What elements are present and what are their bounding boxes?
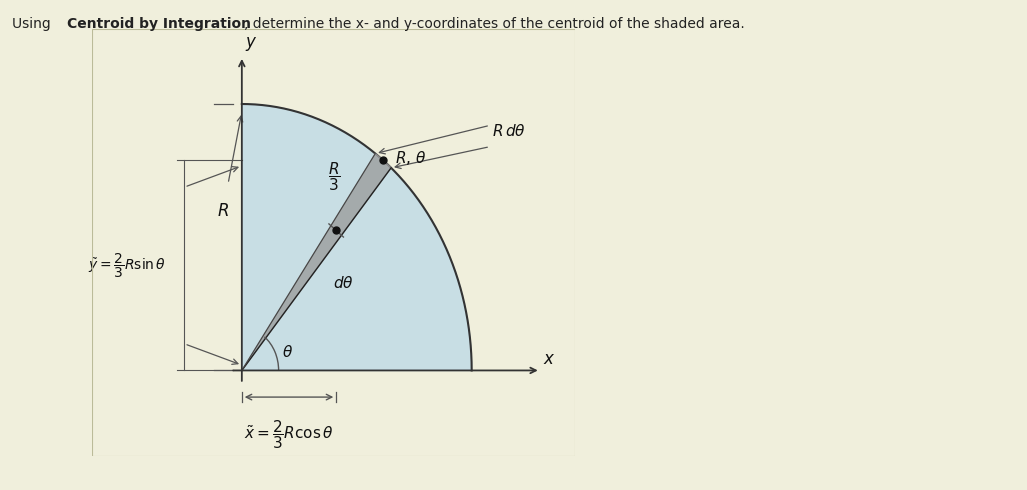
Text: $R,\,\theta$: $R,\,\theta$ (394, 149, 427, 167)
Text: $R\,d\theta$: $R\,d\theta$ (492, 122, 526, 139)
Text: , determine the x- and y-coordinates of the centroid of the shaded area.: , determine the x- and y-coordinates of … (244, 17, 746, 31)
Text: $y$: $y$ (245, 35, 258, 53)
Text: $d\theta$: $d\theta$ (333, 274, 353, 291)
Text: $R$: $R$ (218, 201, 229, 220)
Text: $\dfrac{R}{3}$: $\dfrac{R}{3}$ (329, 160, 341, 193)
Text: $\tilde{y} = \dfrac{2}{3}R\sin\theta$: $\tilde{y} = \dfrac{2}{3}R\sin\theta$ (88, 251, 166, 280)
Text: $x$: $x$ (543, 350, 556, 368)
Polygon shape (241, 153, 391, 370)
Text: $\theta$: $\theta$ (282, 344, 294, 360)
Polygon shape (241, 104, 471, 370)
Text: $\tilde{x} = \dfrac{2}{3}R\cos\theta$: $\tilde{x} = \dfrac{2}{3}R\cos\theta$ (244, 418, 334, 451)
Text: Centroid by Integration: Centroid by Integration (67, 17, 251, 31)
Text: Using: Using (12, 17, 55, 31)
